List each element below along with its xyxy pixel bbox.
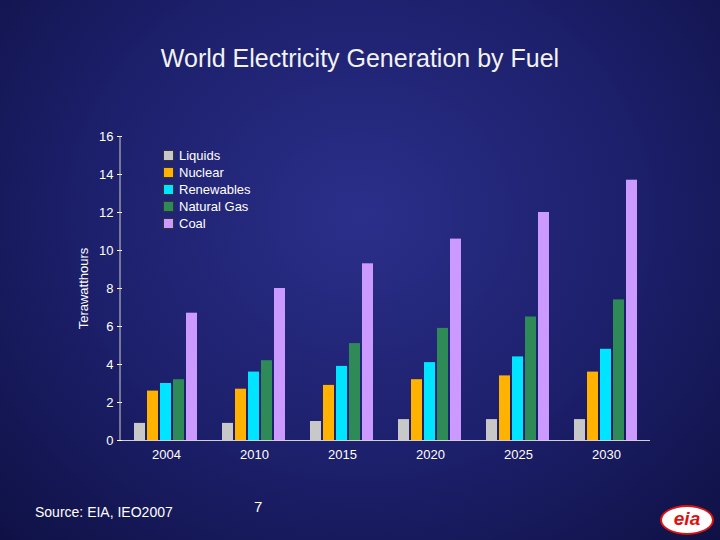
svg-text:2010: 2010 [240, 447, 269, 462]
svg-text:2030: 2030 [592, 447, 621, 462]
svg-text:14: 14 [99, 167, 113, 182]
svg-text:8: 8 [106, 281, 113, 296]
html-text:Natural Gas: Natural Gas [179, 199, 249, 214]
svg-text:2: 2 [106, 395, 113, 410]
html-text:Liquids: Liquids [179, 148, 221, 163]
svg-text:Terawatthours: Terawatthours [76, 247, 91, 329]
svg-text:2004: 2004 [152, 447, 181, 462]
html-text:eia: eia [673, 508, 701, 529]
svg-text:2015: 2015 [328, 447, 357, 462]
svg-text:16: 16 [99, 129, 113, 144]
html-text:Renewables: Renewables [179, 182, 251, 197]
html-text:Source: EIA, IEO2007: Source: EIA, IEO2007 [35, 504, 173, 520]
svg-text:6: 6 [106, 319, 113, 334]
svg-text:4: 4 [106, 357, 113, 372]
svg-text:12: 12 [99, 205, 113, 220]
html-text:Coal: Coal [179, 216, 206, 231]
svg-text:2025: 2025 [504, 447, 533, 462]
html-text:Nuclear: Nuclear [179, 165, 224, 180]
html-text:7: 7 [254, 498, 263, 515]
svg-text:10: 10 [99, 243, 113, 258]
html-text:World Electricity Generation b: World Electricity Generation by Fuel [160, 44, 560, 72]
svg-text:0: 0 [106, 433, 113, 448]
svg-text:2020: 2020 [416, 447, 445, 462]
